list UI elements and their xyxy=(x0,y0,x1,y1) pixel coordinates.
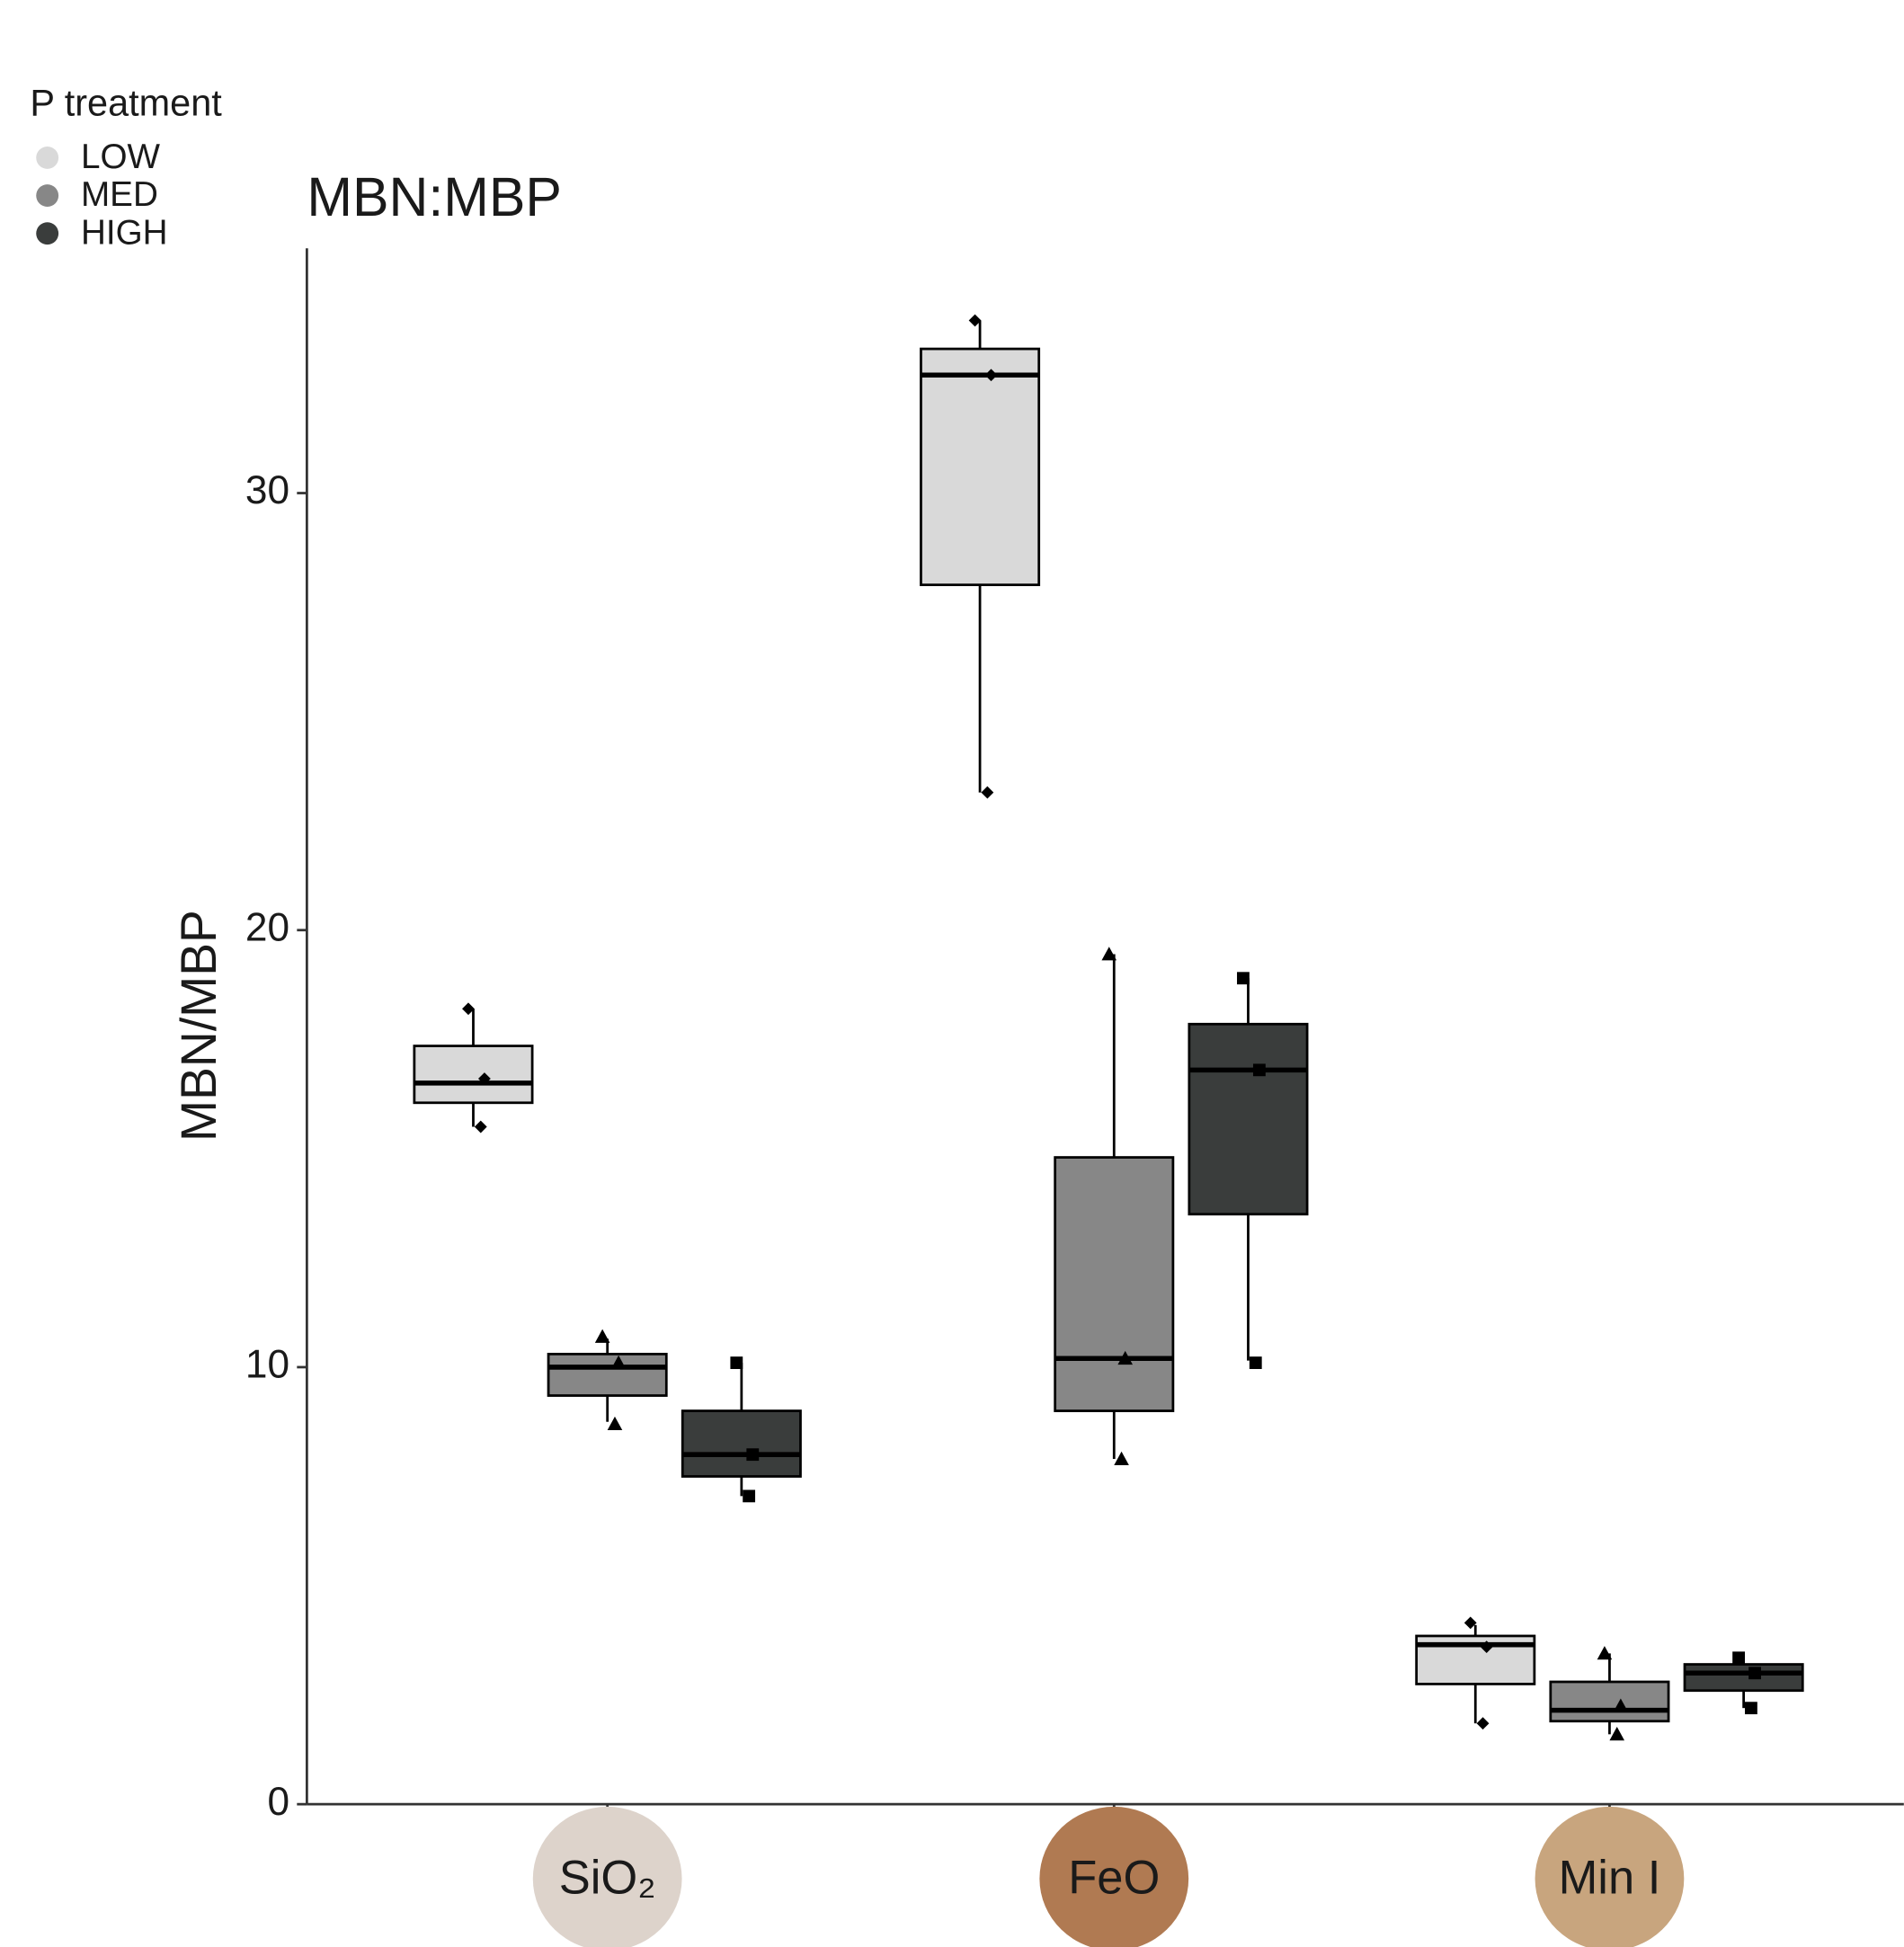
legend-swatch xyxy=(36,222,58,244)
y-tick-label: 10 xyxy=(245,1343,289,1387)
box xyxy=(1551,1682,1668,1721)
y-axis-label: MBN/MBP xyxy=(171,910,227,1142)
box xyxy=(548,1354,666,1395)
point xyxy=(1237,972,1250,984)
y-tick-label: 20 xyxy=(245,905,289,949)
point xyxy=(743,1489,755,1502)
y-tick-label: 0 xyxy=(267,1780,289,1824)
x-tick-label: FeO xyxy=(1068,1852,1160,1905)
box xyxy=(1189,1024,1307,1214)
legend-title: P treatment xyxy=(30,81,222,123)
point xyxy=(1253,1063,1266,1076)
background xyxy=(0,0,1904,1947)
legend-label: HIGH xyxy=(81,213,168,252)
x-tick-label: Min I xyxy=(1559,1852,1661,1905)
box xyxy=(1685,1665,1802,1691)
chart: MBN:MBP P treatment MBN/MBP 0 10 20 30 SiO₂ F… xyxy=(0,0,1904,1947)
x-tick-label: SiO₂ xyxy=(559,1852,656,1905)
point xyxy=(1748,1667,1761,1679)
y-tick-label: 30 xyxy=(245,468,289,512)
point xyxy=(746,1448,759,1461)
legend-swatch xyxy=(36,184,58,207)
box xyxy=(921,349,1038,585)
point xyxy=(1732,1651,1745,1664)
page: MBN:MBP P treatment MBN/MBP 0 10 20 30 SiO₂ F… xyxy=(0,0,1904,1947)
point xyxy=(1745,1702,1757,1714)
legend-swatch xyxy=(36,147,58,169)
point xyxy=(730,1356,743,1369)
legend-label: MED xyxy=(81,175,158,214)
box xyxy=(1055,1158,1173,1411)
legend-label: LOW xyxy=(81,138,161,176)
box xyxy=(682,1411,800,1477)
chart-title: MBN:MBP xyxy=(307,166,562,227)
point xyxy=(1250,1356,1262,1369)
box xyxy=(414,1046,532,1103)
